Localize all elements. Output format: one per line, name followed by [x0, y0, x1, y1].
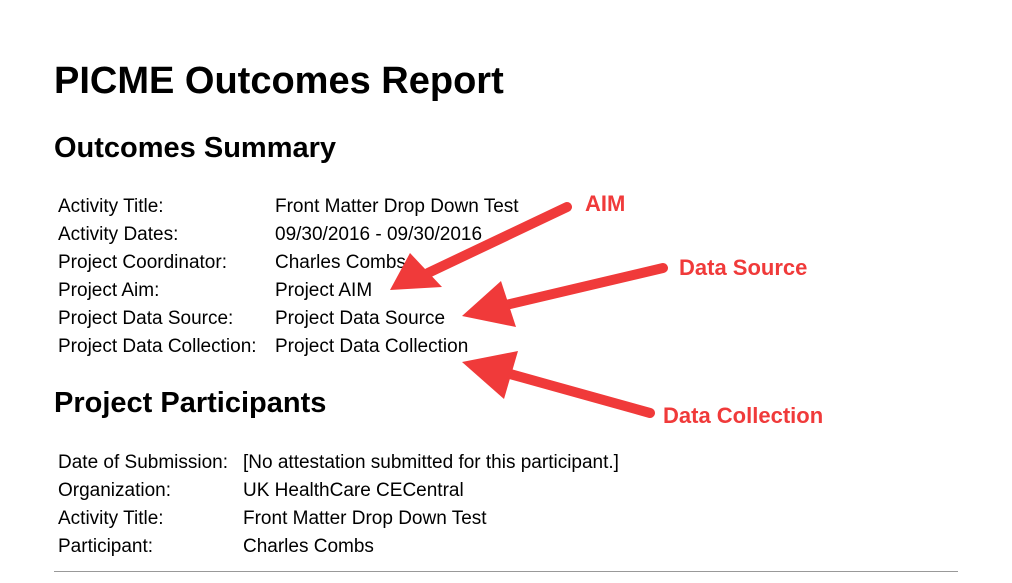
- table-row: Participant: Charles Combs: [58, 533, 619, 561]
- participant-activity-title-value: Front Matter Drop Down Test: [243, 508, 487, 529]
- organization-label: Organization:: [58, 480, 172, 501]
- bottom-divider: [54, 571, 958, 572]
- outcomes-summary-table: Activity Title: Front Matter Drop Down T…: [58, 193, 519, 361]
- project-coordinator-label: Project Coordinator:: [58, 252, 227, 273]
- table-row: Activity Title: Front Matter Drop Down T…: [58, 193, 519, 221]
- organization-value: UK HealthCare CECentral: [243, 480, 464, 501]
- data-collection-callout-label: Data Collection: [663, 403, 824, 428]
- table-row: Project Data Source: Project Data Source: [58, 305, 519, 333]
- table-row: Project Aim: Project AIM: [58, 277, 519, 305]
- table-row: Activity Title: Front Matter Drop Down T…: [58, 505, 619, 533]
- project-data-collection-value: Project Data Collection: [275, 336, 469, 357]
- project-participants-heading: Project Participants: [54, 387, 327, 419]
- participant-label: Participant:: [58, 536, 154, 557]
- table-row: Date of Submission: [No attestation subm…: [58, 449, 619, 477]
- data-source-callout-label: Data Source: [679, 255, 808, 280]
- participant-value: Charles Combs: [243, 536, 374, 557]
- project-coordinator-value: Charles Combs: [275, 252, 406, 273]
- project-data-source-label: Project Data Source:: [58, 308, 234, 329]
- activity-dates-label: Activity Dates:: [58, 224, 179, 245]
- outcomes-summary-heading: Outcomes Summary: [54, 132, 337, 164]
- project-data-collection-label: Project Data Collection:: [58, 336, 257, 357]
- project-aim-value: Project AIM: [275, 280, 373, 301]
- activity-title-value: Front Matter Drop Down Test: [275, 196, 519, 217]
- date-of-submission-label: Date of Submission:: [58, 452, 229, 473]
- table-row: Activity Dates: 09/30/2016 - 09/30/2016: [58, 221, 519, 249]
- project-aim-label: Project Aim:: [58, 280, 160, 301]
- table-row: Project Coordinator: Charles Combs: [58, 249, 519, 277]
- table-row: Organization: UK HealthCare CECentral: [58, 477, 619, 505]
- date-of-submission-value: [No attestation submitted for this parti…: [243, 452, 619, 473]
- project-data-source-value: Project Data Source: [275, 308, 446, 329]
- report-title: PICME Outcomes Report: [54, 60, 504, 102]
- table-row: Project Data Collection: Project Data Co…: [58, 333, 519, 361]
- aim-callout-label: AIM: [585, 191, 626, 216]
- activity-title-label: Activity Title:: [58, 196, 164, 217]
- activity-dates-value: 09/30/2016 - 09/30/2016: [275, 224, 483, 245]
- participant-activity-title-label: Activity Title:: [58, 508, 164, 529]
- project-participants-table: Date of Submission: [No attestation subm…: [58, 449, 619, 561]
